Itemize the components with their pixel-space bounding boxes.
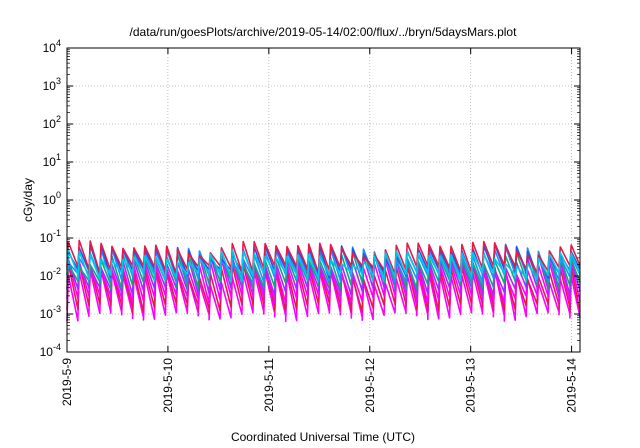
x-tick-label: 2019-5-10 <box>161 358 175 413</box>
series-line-9 <box>66 248 581 283</box>
plot-area <box>66 239 581 323</box>
y-axis-label: cGy/day <box>21 178 35 222</box>
x-axis-ticks: 2019-5-9 2019-5-10 2019-5-11 2019-5-12 2019-… <box>60 48 579 413</box>
series-line-2 <box>66 262 581 314</box>
y-tick-label: 102 <box>43 114 61 131</box>
x-tick-label: 2019-5-13 <box>464 358 478 413</box>
x-tick-label: 2019-5-11 <box>262 358 276 412</box>
y-tick-label: 100 <box>43 190 61 207</box>
y-tick-label: 10-1 <box>40 228 61 245</box>
x-axis-label: Coordinated Universal Time (UTC) <box>231 430 415 444</box>
y-tick-label: 10-4 <box>40 342 61 359</box>
y-tick-label: 10-2 <box>40 266 61 283</box>
y-tick-label: 101 <box>43 152 61 169</box>
y-tick-label: 104 <box>43 38 61 55</box>
y-tick-label: 10-3 <box>40 304 61 321</box>
x-tick-label: 2019-5-9 <box>60 358 74 406</box>
x-tick-label: 2019-5-14 <box>565 358 579 413</box>
series-line-3 <box>66 258 581 306</box>
y-tick-label: 103 <box>43 76 61 93</box>
chart-title: /data/run/goesPlots/archive/2019-05-14/0… <box>130 25 518 39</box>
x-tick-label: 2019-5-12 <box>363 358 377 413</box>
